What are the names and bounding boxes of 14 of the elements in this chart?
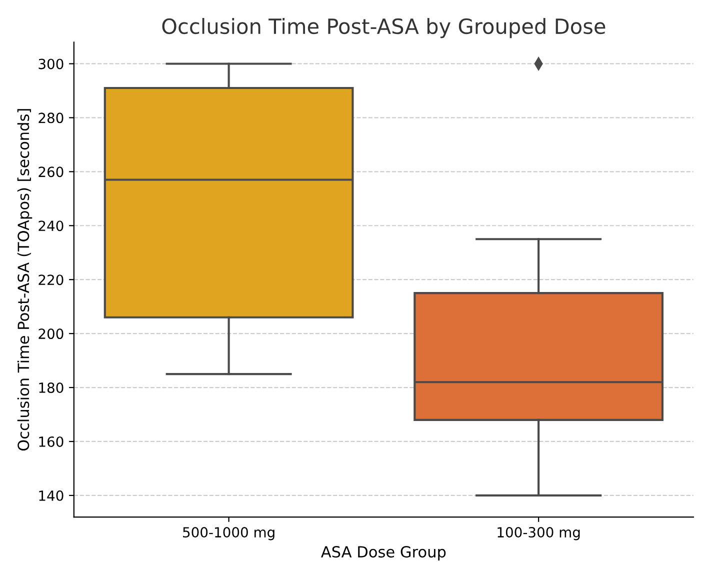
y-tick-label: 240	[38, 220, 64, 232]
y-tick-label: 160	[39, 436, 64, 447]
chart-title: Occlusion Time Post-ASA by Grouped Dose	[162, 18, 606, 38]
y-tick-label: 260	[38, 166, 64, 178]
y-tick-label: 280	[38, 112, 64, 124]
y-axis-title: Occlusion Time Post-ASA (TOApos) [seconds]	[17, 109, 32, 451]
x-axis-title: ASA Dose Group	[321, 546, 446, 561]
x-tick-label: 100-300 mg	[498, 527, 580, 540]
y-tick-label: 180	[39, 382, 64, 393]
y-tick-label: 220	[38, 274, 64, 286]
y-tick-label: 200	[38, 328, 64, 340]
y-tick-label: 300	[38, 58, 64, 70]
y-tick-label: 140	[39, 490, 64, 501]
x-tick-label: 500-1000 mg	[183, 527, 274, 540]
